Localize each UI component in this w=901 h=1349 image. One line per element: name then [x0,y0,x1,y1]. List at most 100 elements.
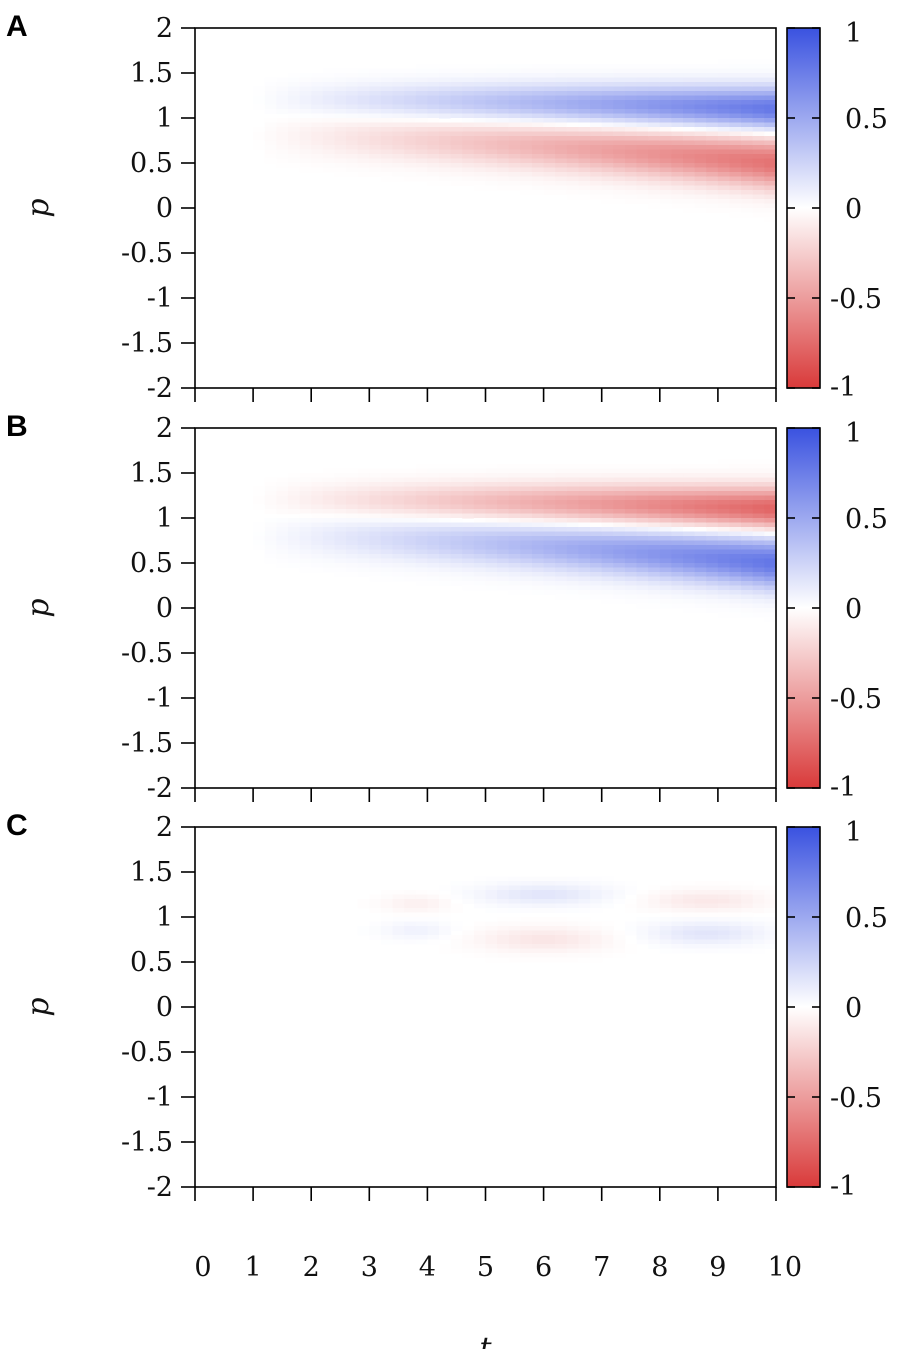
heatmap-cell [613,576,626,582]
heatmap-cell [671,948,684,954]
heatmap-cell [415,464,428,470]
heatmap-cell [520,939,533,945]
heatmap-cell [369,68,382,74]
heatmap-cell [706,167,719,173]
heatmap-cell [613,154,626,160]
heatmap-cell [636,890,649,896]
heatmap-cell [694,921,707,927]
heatmap-cell [671,185,684,191]
heatmap-cell [613,127,626,133]
heatmap-cell [299,558,312,564]
heatmap-cell [694,594,707,600]
heatmap-cell [671,500,684,506]
heatmap-cell [671,572,684,578]
heatmap-cell [439,912,452,918]
heatmap-cell [636,136,649,142]
heatmap-cell [311,558,324,564]
heatmap-cell [299,140,312,146]
heatmap-cell [624,127,638,133]
heatmap-cell [741,91,754,97]
heatmap-cell [392,908,405,914]
heatmap-cell [520,881,533,887]
heatmap-cell [764,136,777,142]
heatmap-cell [590,131,603,137]
heatmap-cell [706,881,719,887]
heatmap-cell [380,930,394,936]
heatmap-cell [322,122,336,128]
heatmap-cell [659,930,673,936]
heatmap-cell [357,522,370,528]
heatmap-cell [380,563,394,569]
heatmap-cell [543,585,556,591]
heatmap-cell [415,127,428,133]
heatmap-cell [717,917,731,923]
heatmap-cell [322,100,336,106]
heatmap-cell [578,522,591,528]
heatmap-cell [346,95,359,101]
heatmap-cell [636,594,649,600]
heatmap-cell [311,95,324,101]
heatmap-cell [299,104,312,110]
heatmap-cell [741,149,754,155]
heatmap-cell [590,91,603,97]
heatmap-cell [334,572,347,578]
heatmap-cell [450,518,463,524]
heatmap-cell [380,158,394,164]
heatmap-cell [392,136,405,142]
heatmap-cell [555,145,568,151]
heatmap-cell [311,163,324,169]
heatmap-cell [473,491,487,497]
heatmap-cell [497,113,510,119]
heatmap-cell [717,545,731,551]
heatmap-cell [380,890,394,896]
heatmap-cell [322,540,336,546]
heatmap-cell [311,536,324,542]
heatmap-cell [694,599,707,605]
heatmap-cell [508,468,521,474]
heatmap-cell [717,172,731,178]
heatmap-cell [717,194,731,200]
heatmap-cell [706,91,719,97]
heatmap-cell [287,82,301,88]
heatmap-cell [520,176,533,182]
heatmap-cell [439,468,452,474]
heatmap-cell [590,540,603,546]
heatmap-cell [624,473,638,479]
heatmap-cell [299,82,312,88]
heatmap-cell [497,486,510,492]
heatmap-cell [392,504,405,510]
heatmap-cell [369,899,382,905]
heatmap-cell [311,495,324,501]
heatmap-cell [624,563,638,569]
heatmap-cell [497,563,510,569]
heatmap-cell [531,491,545,497]
heatmap-cell [578,531,591,537]
heatmap-cell [427,545,440,551]
heatmap-cell [694,64,707,70]
heatmap-cell [694,944,707,950]
heatmap-cell [590,572,603,578]
heatmap-cell [764,531,777,537]
heatmap-cell [404,899,417,905]
heatmap-cell [590,468,603,474]
heatmap-cell [555,491,568,497]
heatmap-cell [613,531,626,537]
heatmap-cell [404,109,417,115]
heatmap-cell [357,468,370,474]
heatmap-cell [764,109,777,115]
heatmap-cell [531,890,545,896]
heatmap-cell [415,104,428,110]
heatmap-cell [694,208,707,214]
heatmap-cell [555,118,568,124]
heatmap-cell [613,540,626,546]
heatmap-cell [380,921,394,927]
heatmap-cell [590,482,603,488]
heatmap-cell [473,513,487,519]
heatmap-cell [729,118,742,124]
heatmap-cell [764,131,777,137]
heatmap-cell [555,495,568,501]
heatmap-cell [578,190,591,196]
heatmap-cell [485,953,498,959]
heatmap-cell [555,504,568,510]
heatmap-cell [369,903,382,909]
